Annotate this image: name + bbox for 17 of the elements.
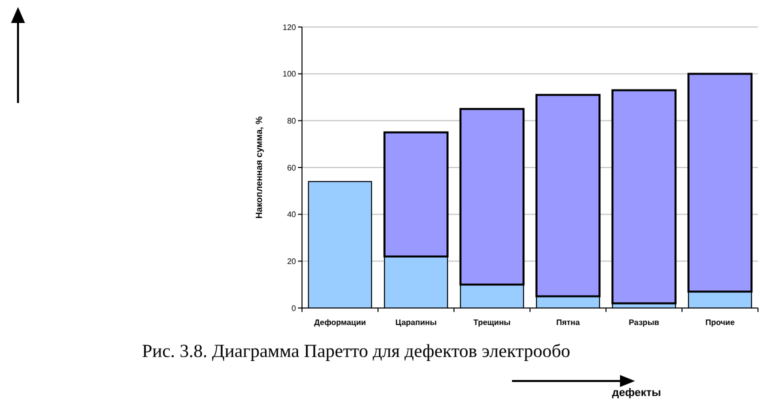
x-tick-label: Разрыв	[628, 318, 660, 327]
y-tick-label: 100	[282, 70, 297, 79]
bar	[611, 89, 677, 304]
x-tick-label: Деформации	[314, 318, 366, 327]
x-tick-label: Царапины	[395, 318, 437, 327]
x-tick-label: Трещины	[473, 318, 511, 327]
text: дефекты	[612, 387, 661, 399]
x-tick-label: Прочие	[705, 318, 736, 327]
text: Рис. 3.8. Диаграмма Паретто для дефектов электрообо	[142, 342, 570, 362]
y-tick-label: 20	[287, 256, 297, 266]
y-tick-label: 40	[287, 210, 297, 220]
y-axis-title: Накопленная сумма, %	[254, 116, 264, 219]
y-tick-label: 120	[282, 22, 297, 32]
y-tick-label: 60	[287, 163, 297, 172]
x-tick-label: Пятна	[556, 318, 580, 327]
y-tick-label: 0	[292, 304, 297, 313]
y-tick-label: 80	[287, 116, 297, 126]
